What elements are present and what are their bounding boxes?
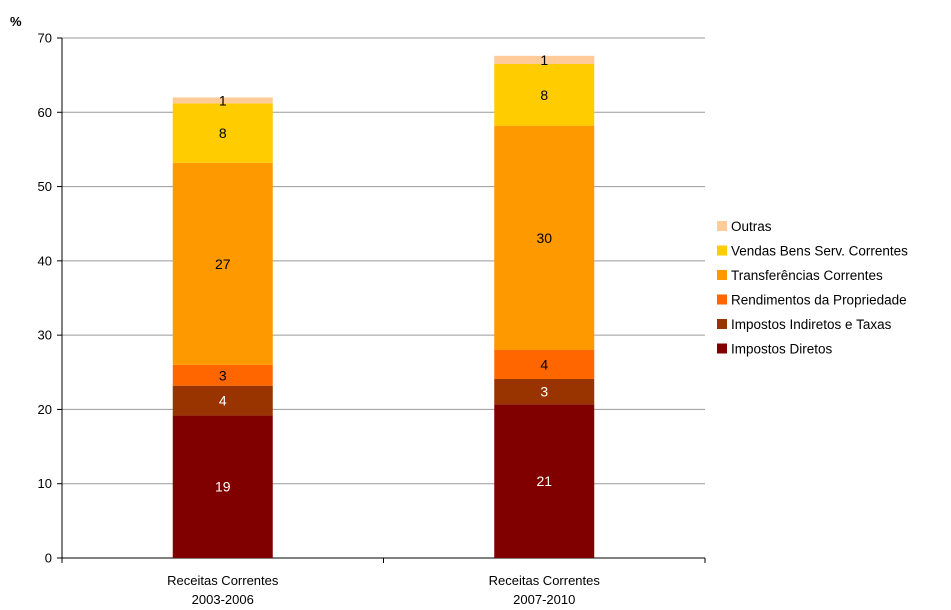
bar-segment	[494, 378, 595, 405]
x-tick-label: 2003-2006	[192, 592, 254, 607]
legend: Outras Vendas Bens Serv. Correntes Transfe…	[717, 219, 908, 357]
legend-entry-label: Transferências Correntes	[731, 268, 883, 283]
bar-segment	[494, 64, 595, 126]
y-tick-label: 70	[38, 31, 52, 46]
data-label: 30	[536, 230, 552, 246]
bar-segment	[172, 162, 273, 365]
bar-segment	[172, 364, 273, 386]
bar-segment	[494, 404, 595, 558]
y-tick-label: 60	[38, 105, 52, 120]
y-tick-label: 40	[38, 253, 52, 268]
y-tick-label: 10	[38, 476, 52, 491]
data-label: 19	[215, 479, 231, 495]
legend-entry-label: Vendas Bens Serv. Correntes	[731, 244, 908, 259]
y-tick-label: 0	[45, 551, 52, 566]
data-label: 4	[540, 356, 548, 372]
x-tick-label: Receitas Correntes	[489, 573, 601, 588]
y-axis: 0 10 20 30 40 50 60 70	[38, 31, 63, 566]
x-tick-label: Receitas Correntes	[167, 573, 279, 588]
legend-swatch	[717, 221, 727, 231]
data-label: 4	[219, 393, 227, 409]
legend-swatch	[717, 319, 727, 329]
legend-swatch	[717, 294, 727, 305]
bar-segment	[494, 350, 595, 379]
bars: 19 4 3 27 8 1 21 3 4 30 8 1	[172, 52, 595, 558]
data-label: 1	[540, 52, 548, 68]
bar-segment	[494, 125, 595, 351]
gridlines	[62, 37, 705, 485]
y-axis-unit-label: %	[10, 14, 22, 29]
legend-swatch	[717, 270, 727, 280]
y-tick-label: 50	[38, 179, 52, 194]
x-tick-label: 2007-2010	[513, 592, 575, 607]
bar-segment	[494, 55, 595, 64]
bar-segment	[172, 415, 273, 558]
legend-swatch	[717, 245, 727, 256]
legend-entry-label: Rendimentos da Propriedade	[731, 293, 907, 308]
y-tick-label: 20	[38, 402, 52, 417]
data-label: 3	[540, 384, 548, 400]
bar-segment	[172, 385, 273, 416]
bar-segment	[172, 103, 273, 163]
bar-segment	[172, 97, 273, 104]
legend-entry-label: Impostos Indiretos e Taxas	[731, 317, 892, 332]
data-label: 3	[219, 367, 227, 383]
legend-entry-label: Impostos Diretos	[731, 342, 833, 357]
legend-swatch	[717, 343, 727, 354]
y-tick-label: 30	[38, 328, 52, 343]
data-label: 8	[540, 87, 548, 103]
x-axis: Receitas Correntes 2003-2006 Receitas Corr…	[61, 557, 706, 607]
data-label: 1	[219, 92, 227, 108]
legend-entry-label: Outras	[731, 219, 772, 234]
data-label: 21	[536, 473, 552, 489]
data-label: 8	[219, 125, 227, 141]
data-label: 27	[215, 256, 231, 272]
